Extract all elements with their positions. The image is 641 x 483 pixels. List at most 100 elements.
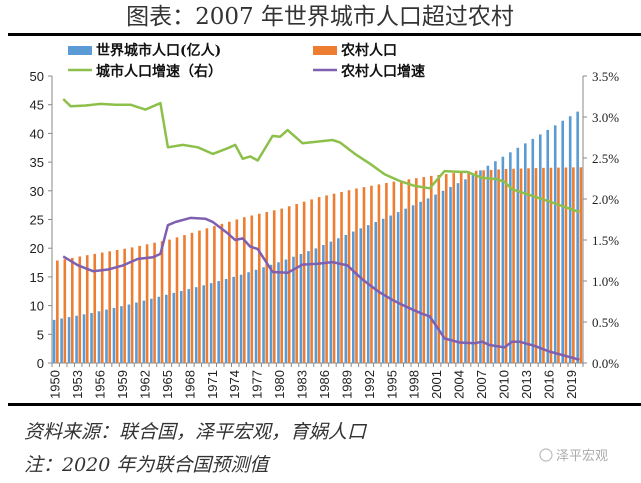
x-axis-tick-label: 2010 — [496, 370, 511, 399]
bar-urban-population — [456, 183, 460, 363]
right-axis-tick-label: 2.5% — [592, 151, 619, 166]
bar-rural-population — [512, 168, 515, 363]
left-axis-tick-label: 30 — [30, 184, 44, 199]
source-text: 资料来源：联合国，泽平宏观，育娲人口 — [24, 421, 368, 443]
x-axis-tick-label: 1959 — [115, 370, 130, 399]
bar-urban-population — [292, 256, 295, 363]
bar-rural-population — [542, 167, 545, 363]
bar-urban-population — [546, 129, 550, 363]
x-axis-tick-label: 1956 — [93, 370, 108, 399]
bar-urban-population — [359, 228, 363, 363]
bar-urban-population — [516, 147, 520, 363]
x-axis-tick-label: 2016 — [541, 370, 556, 399]
bar-rural-population — [265, 212, 269, 363]
bar-rural-population — [497, 169, 500, 363]
x-axis-tick-label: 2013 — [519, 370, 534, 399]
bar-urban-population — [322, 244, 325, 363]
bar-rural-population — [198, 230, 201, 363]
x-axis-tick-label: 2007 — [474, 370, 489, 399]
bar-urban-population — [194, 287, 198, 363]
bar-rural-population — [489, 169, 493, 363]
bar-rural-population — [160, 241, 164, 363]
left-axis-tick-label: 35 — [30, 155, 44, 170]
bar-urban-population — [202, 285, 206, 363]
bar-rural-population — [280, 208, 284, 363]
title-divider — [8, 33, 641, 36]
bar-rural-population — [325, 195, 328, 363]
bar-urban-population — [165, 294, 168, 363]
x-axis-tick-label: 1962 — [137, 370, 152, 399]
right-axis-tick-label: 2.0% — [592, 192, 619, 207]
bar-rural-population — [340, 191, 343, 363]
bar-urban-population — [150, 298, 153, 363]
bar-urban-population — [538, 134, 542, 363]
bar-urban-population — [351, 231, 355, 363]
bar-urban-population — [389, 215, 392, 363]
bar-rural-population — [78, 256, 82, 363]
bar-rural-population — [220, 223, 224, 363]
bar-rural-population — [579, 167, 583, 363]
bar-rural-population — [85, 255, 89, 363]
bar-rural-population — [257, 213, 261, 363]
bar-rural-population — [123, 248, 126, 363]
bar-rural-population — [272, 210, 276, 363]
x-axis-tick-label: 1983 — [295, 370, 310, 399]
bar-urban-population — [179, 291, 183, 363]
bar-rural-population — [115, 249, 119, 363]
bar-rural-population — [138, 245, 141, 363]
bar-urban-population — [157, 296, 161, 363]
bar-rural-population — [400, 180, 403, 363]
bar-rural-population — [70, 257, 74, 363]
legend-label-urban: 世界城市人口(亿人) — [96, 42, 221, 59]
bar-rural-population — [145, 244, 149, 363]
bar-urban-population — [224, 278, 228, 363]
bar-rural-population — [385, 182, 388, 363]
bar-rural-population — [302, 201, 306, 363]
bar-rural-population — [287, 206, 291, 363]
bar-urban-population — [404, 208, 407, 363]
bar-rural-population — [534, 168, 538, 363]
bar-urban-population — [269, 264, 273, 363]
left-axis-tick-label: 50 — [30, 69, 44, 84]
x-axis-tick-label: 2001 — [429, 370, 444, 399]
bar-rural-population — [527, 168, 530, 363]
line-rural-growth — [62, 216, 580, 361]
bar-urban-population — [284, 259, 288, 363]
bar-urban-population — [501, 156, 505, 363]
bar-rural-population — [549, 167, 553, 363]
bar-urban-population — [381, 218, 385, 363]
bar-urban-population — [75, 315, 78, 363]
bar-rural-population — [213, 226, 216, 363]
bar-urban-population — [67, 317, 71, 363]
bar-urban-population — [314, 248, 318, 363]
bar-urban-population — [486, 165, 490, 363]
bar-urban-population — [127, 304, 131, 363]
x-axis-tick-label: 1968 — [182, 370, 197, 399]
bar-rural-population — [392, 181, 396, 363]
right-axis-tick-label: 3.0% — [592, 110, 619, 125]
x-axis-tick-label: 1980 — [272, 370, 287, 399]
left-axis-tick-label: 40 — [30, 126, 44, 141]
bar-rural-population — [332, 193, 336, 363]
bar-urban-population — [90, 312, 93, 363]
bar-rural-population — [108, 251, 111, 363]
bar-rural-population — [190, 232, 194, 363]
bar-rural-population — [295, 204, 298, 363]
bar-urban-population — [531, 138, 535, 363]
bar-rural-population — [377, 184, 381, 363]
right-axis-tick-label: 0.0% — [592, 356, 619, 371]
bar-urban-population — [217, 281, 220, 363]
x-axis-tick-label: 1998 — [407, 370, 422, 399]
chart-title: 图表：2007 年世界城市人口超过农村 — [126, 4, 514, 30]
x-axis-tick-label: 2019 — [564, 370, 579, 399]
bar-urban-population — [299, 253, 303, 363]
wechat-icon — [539, 448, 553, 462]
bar-urban-population — [239, 274, 243, 363]
bar-urban-population — [277, 262, 280, 363]
bar-urban-population — [262, 267, 265, 363]
x-axis-tick-label: 1977 — [250, 370, 265, 399]
bar-rural-population — [519, 168, 523, 363]
bar-urban-population — [142, 300, 146, 363]
plot-area: 0 5 10 15 20 25 30 35 40 45 50 0.0% 0.5% 1.0% 1.5% 2.0%… — [30, 69, 620, 399]
bar-rural-population — [370, 185, 373, 363]
